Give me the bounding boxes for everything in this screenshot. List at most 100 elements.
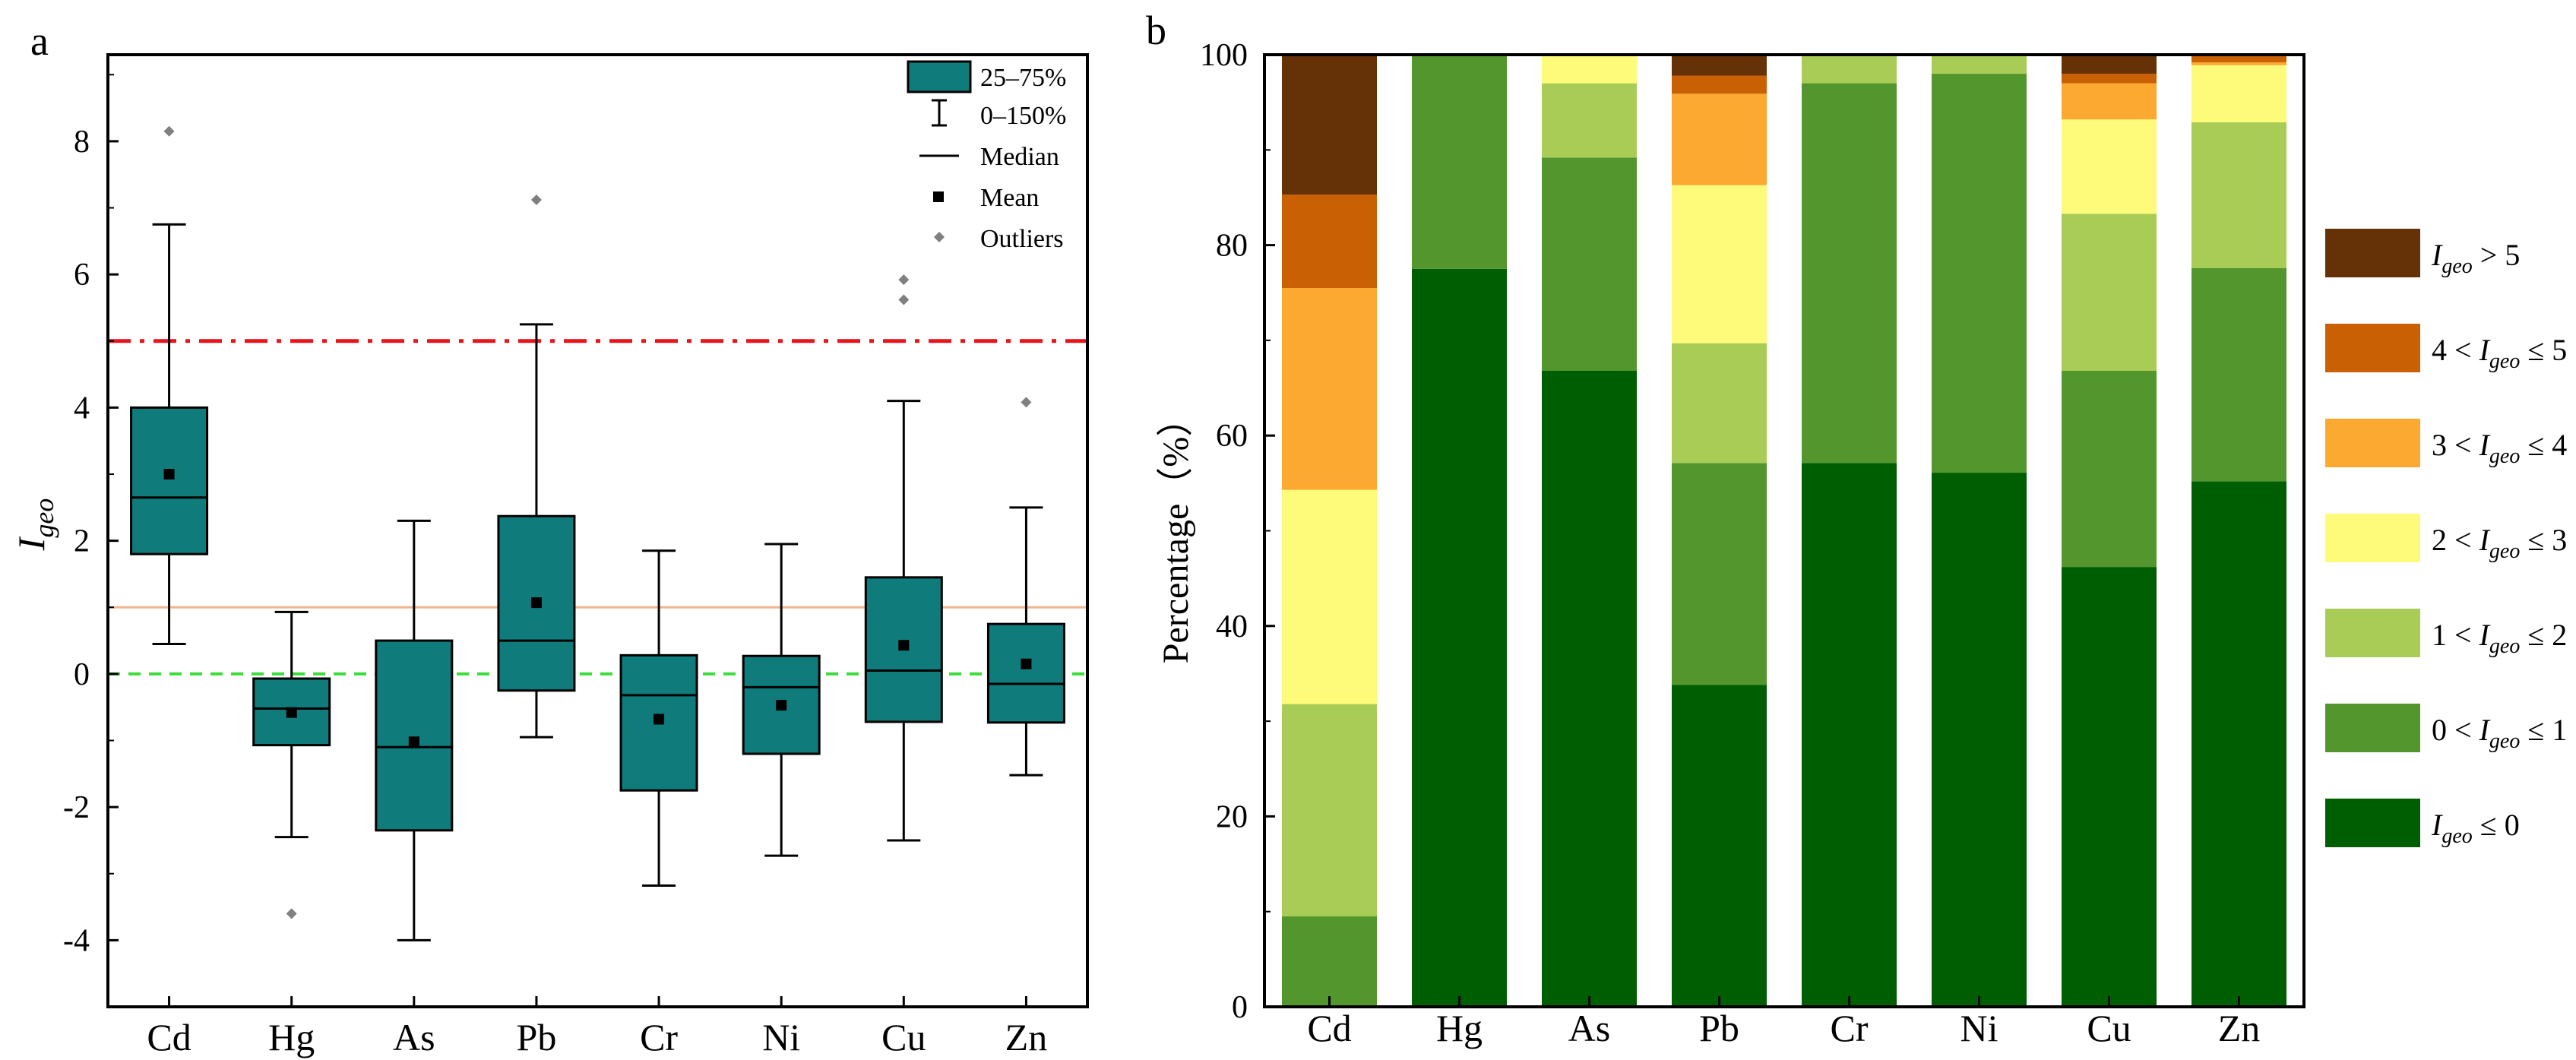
outlier-marker — [530, 195, 542, 206]
panel-a-frame — [106, 53, 1089, 1008]
bar-segment — [2191, 267, 2286, 482]
legend-outlier-swatch — [934, 232, 945, 242]
legend-box-swatch — [907, 60, 972, 93]
legend-label-pre: 2 < — [2432, 523, 2479, 557]
box-cd — [130, 125, 209, 645]
bar-segment — [1932, 74, 2027, 473]
stacked-bar-zn — [2191, 55, 2286, 1007]
y-tick-label: 40 — [1216, 609, 1248, 644]
legend-outliers-label: Outliers — [980, 225, 1064, 253]
bar-segment — [1672, 185, 1767, 343]
box-cu — [864, 274, 943, 842]
bar-segment — [1672, 93, 1767, 185]
panel-b-legend: Igeo > 5 4 < Igeo ≤ 5 3 < Igeo ≤ 4 2 < Igeo… — [2325, 229, 2567, 848]
legend-median-label: Median — [980, 143, 1059, 171]
bar-segment — [2062, 55, 2157, 74]
legend-mean-label: Mean — [980, 184, 1039, 212]
bar-segment — [2062, 119, 2157, 214]
y-tick-label: -2 — [63, 790, 90, 825]
y-tick-label: 0 — [74, 657, 90, 692]
legend-item-5: 0 < Igeo ≤ 1 — [2325, 704, 2567, 753]
panel-a-legend: 25–75% 0–150% Median Mean Outliers — [907, 60, 1066, 253]
bar-segment — [1672, 343, 1767, 464]
box-as — [375, 519, 454, 941]
bar-segment — [2191, 55, 2286, 63]
y-tick-label: 8 — [74, 125, 90, 160]
legend-swatch — [2325, 609, 2420, 657]
legend-box-label: 25–75% — [980, 64, 1066, 92]
bar-segment — [1932, 473, 2027, 1007]
bar-segment — [2062, 567, 2157, 1007]
legend-label: Igeo > 5 — [2431, 238, 2520, 278]
legend-label-post: ≤ 5 — [2520, 333, 2567, 367]
outlier-marker — [1021, 397, 1032, 408]
x-tick-label-cd: Cd — [1307, 1007, 1351, 1049]
mean-marker — [776, 700, 787, 711]
box-hg — [252, 610, 331, 919]
stacked-bar-cd — [1282, 55, 1377, 1007]
legend-label-sub: geo — [2442, 255, 2472, 278]
panel-b-label: b — [1146, 8, 1166, 53]
legend-label-sub: geo — [2489, 539, 2520, 563]
bar-segment — [1802, 83, 1897, 464]
x-tick-label-cu: Cu — [2087, 1007, 2131, 1049]
y-tick-label: 20 — [1216, 799, 1248, 834]
y-tick-label: 80 — [1216, 229, 1248, 264]
panel-a: a -4 -2 0 2 4 6 8 Cd Hg As Pb Cr Ni Cu Zn Igeo 25–75%… — [10, 18, 1089, 1058]
legend-label-var: I — [2479, 618, 2491, 652]
bar-segment — [1802, 55, 1897, 84]
bar-segment — [1672, 463, 1767, 685]
mean-marker — [898, 640, 910, 651]
outlier-marker — [163, 125, 175, 137]
legend-label-sub: geo — [2489, 350, 2520, 373]
bar-segment — [1542, 55, 1637, 84]
bar-segment — [1932, 55, 2027, 74]
legend-swatch — [2325, 229, 2420, 277]
legend-label-pre: 4 < — [2432, 333, 2479, 367]
legend-label: 1 < Igeo ≤ 2 — [2432, 618, 2567, 658]
bar-segment — [2062, 74, 2157, 84]
x-tick-label-cd: Cd — [147, 1016, 191, 1058]
bar-segment — [1282, 916, 1377, 1007]
bar-segment — [1412, 268, 1507, 1007]
bar-segment — [1412, 55, 1507, 269]
legend-label: Igeo ≤ 0 — [2431, 808, 2520, 848]
box-iqr — [986, 622, 1065, 724]
legend-item-0: Igeo > 5 — [2325, 229, 2520, 278]
bar-segment — [1282, 704, 1377, 916]
panel-b: b 0 20 40 60 80 100 Cd Hg As Pb Cr Ni Cu Zn Percenta… — [1146, 8, 2567, 1049]
panel-b-y-axis: 0 20 40 60 80 100 — [1200, 38, 1275, 1025]
x-tick-label-ni: Ni — [762, 1016, 800, 1058]
legend-whisker-label: 0–150% — [980, 102, 1066, 130]
y-tick-label: 4 — [74, 391, 90, 426]
x-tick-label-as: As — [1568, 1007, 1611, 1049]
legend-item-3: 2 < Igeo ≤ 3 — [2325, 514, 2567, 563]
mean-marker — [163, 469, 175, 480]
bar-segment — [1542, 157, 1637, 371]
bar-segment — [1282, 195, 1377, 288]
legend-label-var: I — [2479, 523, 2491, 557]
bar-segment — [2191, 481, 2286, 1007]
x-tick-label-cu: Cu — [881, 1016, 926, 1058]
legend-label-pre: 0 < — [2432, 713, 2479, 747]
legend-label-var: I — [2479, 428, 2491, 462]
bar-segment — [1672, 55, 1767, 76]
x-tick-label-hg: Hg — [1436, 1007, 1483, 1049]
legend-item-2: 3 < Igeo ≤ 4 — [2325, 419, 2567, 468]
legend-label-var: I — [2431, 238, 2443, 272]
legend-label-post: ≤ 0 — [2473, 808, 2520, 842]
legend-label: 0 < Igeo ≤ 1 — [2432, 713, 2567, 753]
legend-label-post: ≤ 4 — [2520, 428, 2567, 462]
box-iqr — [130, 406, 209, 555]
bar-segment — [2062, 214, 2157, 371]
bar-segment — [1282, 489, 1377, 704]
panel-a-boxes — [130, 125, 1065, 941]
mean-marker — [653, 714, 665, 725]
legend-label-sub: geo — [2489, 445, 2520, 468]
legend-label-sub: geo — [2489, 729, 2520, 753]
legend-label-pre: 3 < — [2432, 428, 2479, 462]
x-tick-label-as: As — [393, 1016, 435, 1058]
y-tick-label: 100 — [1200, 38, 1248, 73]
stacked-bar-pb — [1672, 55, 1767, 1007]
panel-b-bars — [1282, 55, 2286, 1008]
